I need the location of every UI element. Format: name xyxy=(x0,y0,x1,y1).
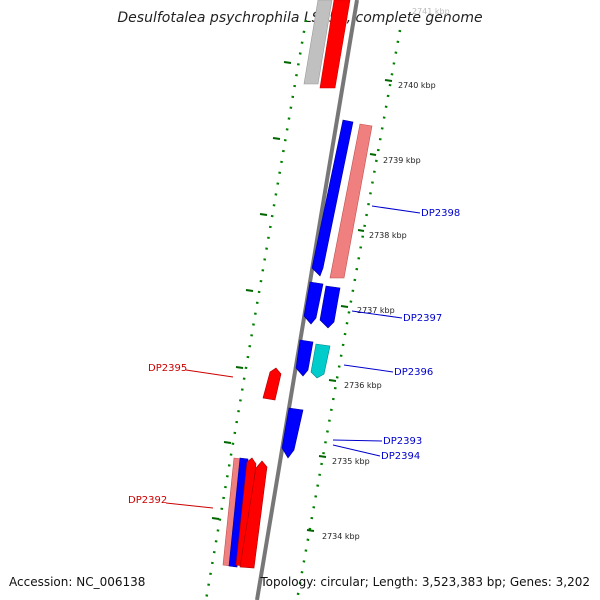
major-ticks xyxy=(211,61,393,532)
scale-label-2739: 2739 kbp xyxy=(383,156,421,165)
scale-label-2734: 2734 kbp xyxy=(322,532,360,541)
gene-pink-2398[interactable] xyxy=(329,123,373,279)
gene-label-DP2393[interactable]: DP2393 xyxy=(383,436,422,447)
scale-label-2735: 2735 kbp xyxy=(332,457,370,466)
gene-label-DP2398[interactable]: DP2398 xyxy=(421,208,460,219)
gene-DP2396-a[interactable] xyxy=(295,339,314,377)
scale-label-2738: 2738 kbp xyxy=(369,231,407,240)
gene-DP2395[interactable] xyxy=(262,367,282,401)
map-title: Desulfotalea psychrophila LSv54, complet… xyxy=(117,10,483,26)
gene-DP2396[interactable] xyxy=(310,343,331,379)
gene-label-DP2394[interactable]: DP2394 xyxy=(381,451,420,462)
gene-blue-2392[interactable] xyxy=(228,457,249,568)
scale-label-2737: 2737 kbp xyxy=(357,306,395,315)
gene-red-2392-b[interactable] xyxy=(239,460,268,569)
gene-label-DP2397[interactable]: DP2397 xyxy=(403,313,442,324)
scale-label-2736: 2736 kbp xyxy=(344,381,382,390)
gene-DP2397-a[interactable] xyxy=(303,281,324,325)
gene-label-DP2396[interactable]: DP2396 xyxy=(394,367,433,378)
gene-DP2393[interactable] xyxy=(281,407,304,459)
scale-label-2740: 2740 kbp xyxy=(398,81,436,90)
accession-label: Accession: NC_006138 xyxy=(9,575,146,589)
gene-red-top[interactable] xyxy=(319,0,351,89)
scale-label-2741: 2741 kbp xyxy=(412,7,450,16)
gene-label-DP2392[interactable]: DP2392 xyxy=(128,495,167,506)
label-leaders xyxy=(165,205,421,509)
gene-DP2398[interactable] xyxy=(311,119,354,277)
gene-grey-top[interactable] xyxy=(303,0,333,85)
gene-label-DP2395[interactable]: DP2395 xyxy=(148,363,187,374)
genome-summary: Topology: circular; Length: 3,523,383 bp… xyxy=(260,575,590,589)
gene-DP2397-b[interactable] xyxy=(319,285,341,329)
